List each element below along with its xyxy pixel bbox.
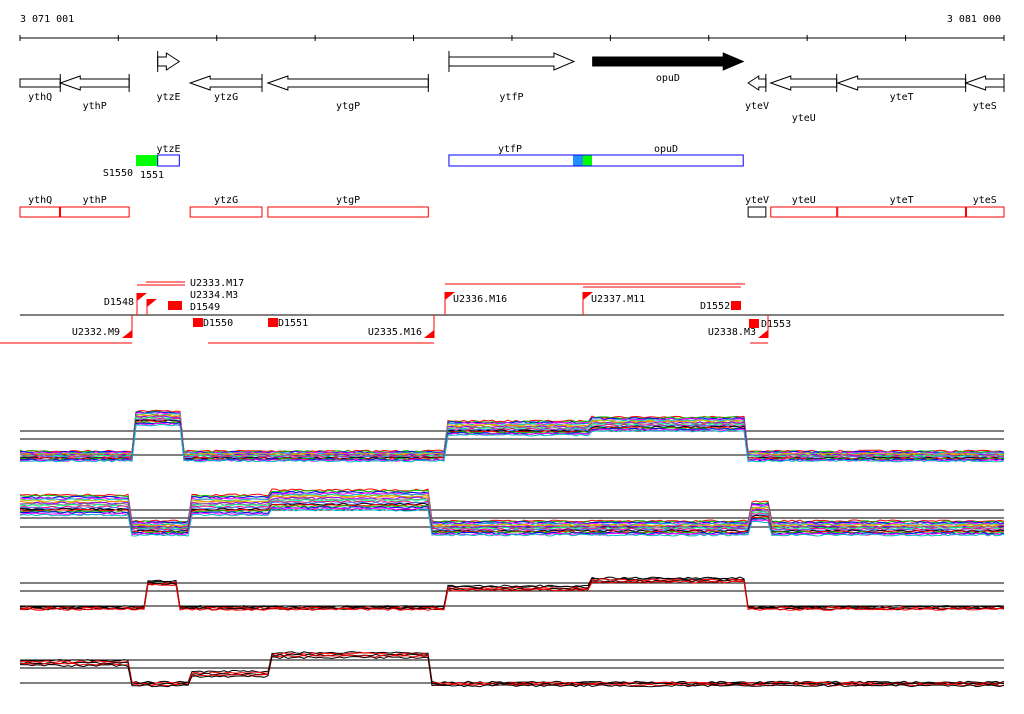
- terminator-label: D1550: [203, 318, 233, 329]
- terminator-site: [193, 318, 203, 327]
- gene-ytgP: [266, 75, 429, 91]
- gene-label: ytfP: [499, 92, 523, 103]
- terminator-label: D1548: [104, 297, 134, 308]
- gene-label: ytgP: [336, 101, 360, 112]
- transcript-yteV: [747, 206, 767, 218]
- upstream-site-flag: [137, 293, 147, 301]
- transcript-label: yteV: [745, 195, 769, 206]
- operon-start-marker: [136, 155, 158, 166]
- transcript-label: yteS: [973, 195, 997, 206]
- gene-label: opuD: [656, 73, 680, 84]
- downstream-site-flag: [758, 330, 768, 338]
- transcript-yteU: [770, 206, 838, 218]
- transcript-ythP: [59, 206, 130, 218]
- operon-marker-green: [583, 155, 592, 166]
- transcript-ytzG: [189, 206, 263, 218]
- downstream-site-label: U2338.M3: [708, 327, 756, 338]
- terminator-site: [172, 301, 182, 310]
- gene-track: ythQ ythP ytzE ytzG ytgP ytfP opuD yteV yteU yteT…: [19, 51, 1005, 124]
- profile-curve: [19, 504, 1005, 535]
- transcript-ythQ: [19, 206, 61, 218]
- terminator-label: D1551: [278, 318, 308, 329]
- upstream-site-label: U2333.M17: [190, 278, 244, 289]
- gene-ytfP: [448, 52, 576, 71]
- gene-ythP: [58, 75, 130, 91]
- gene-ythQ: [19, 78, 61, 88]
- profile-curve: [19, 578, 1005, 610]
- transcript-label: ytzG: [214, 195, 238, 206]
- upstream-site-label: U2336.M16: [453, 294, 507, 305]
- operon-label: opuD: [654, 144, 678, 155]
- profile-curve: [19, 651, 1005, 684]
- profile-curve: [19, 496, 1005, 529]
- axis-end-label: 3 081 000: [947, 14, 1001, 25]
- downstream-site-flag: [424, 330, 434, 338]
- transcript-ytgP: [267, 206, 429, 218]
- profile-curve: [19, 653, 1005, 686]
- terminator-label: D1553: [761, 319, 791, 330]
- gene-label: ythQ: [28, 92, 52, 103]
- upstream-site-flag: [445, 292, 455, 300]
- transcript-label: ythP: [83, 195, 107, 206]
- gene-label: yteV: [745, 101, 769, 112]
- gene-label: ytzG: [214, 92, 238, 103]
- terminator-site: [268, 318, 278, 327]
- coordinate-axis: 3 071 001 3 081 000: [19, 14, 1005, 41]
- expression-profile-tracks: [19, 409, 1005, 688]
- operon-ytfP: [448, 154, 744, 167]
- transcript-yteS: [965, 206, 1005, 218]
- gene-label: yteT: [890, 92, 914, 103]
- transcript-label: yteU: [792, 195, 816, 206]
- terminator-label: D1552: [700, 301, 730, 312]
- profile-curve: [19, 580, 1005, 611]
- downstream-site-label: U2335.M16: [368, 327, 422, 338]
- upstream-site-label: U2334.M3: [190, 290, 238, 301]
- gene-label: yteS: [973, 101, 997, 112]
- transcript-label: ythQ: [28, 195, 52, 206]
- profile-curve: [19, 499, 1005, 531]
- axis-start-label: 3 071 001: [20, 14, 74, 25]
- operon-label: ytfP: [498, 144, 522, 155]
- gene-label: ythP: [83, 101, 107, 112]
- gene-yteT: [836, 75, 967, 91]
- gene-opuD: [592, 52, 745, 71]
- transcript-label: ytgP: [336, 195, 360, 206]
- profile-curve: [19, 488, 1005, 523]
- profile-curve: [19, 495, 1005, 528]
- terminator-site: [731, 301, 741, 310]
- upstream-site-label: U2337.M11: [591, 294, 645, 305]
- transcript-label: yteT: [890, 195, 914, 206]
- terminator-site: [749, 319, 759, 328]
- operon-marker-blue: [573, 155, 583, 166]
- profile-curve: [19, 490, 1005, 525]
- transcript-track: ythQ ythP ytzG ytgP yteV yteU yteT yteS: [19, 195, 1005, 218]
- profile-curve: [19, 423, 1005, 463]
- profile-curve: [19, 508, 1005, 537]
- gene-label: yteU: [792, 113, 816, 124]
- operon-site-label: S1550: [103, 168, 133, 179]
- operon-label: ytzE: [156, 144, 180, 155]
- profile-curve: [19, 655, 1005, 688]
- gene-yteV: [747, 75, 767, 91]
- gene-ytzE: [157, 52, 181, 71]
- operon-track: ytzE S1550 1551 ytfP opuD: [103, 144, 744, 181]
- terminator-label: D1549: [190, 302, 220, 313]
- operon-ytzE: [157, 154, 180, 167]
- upstream-site-flag: [583, 292, 593, 300]
- gene-ytzG: [188, 75, 263, 91]
- downstream-site-label: U2332.M9: [72, 327, 120, 338]
- profile-curve: [19, 500, 1005, 531]
- gene-label: ytzE: [156, 92, 180, 103]
- transcript-yteT: [837, 206, 967, 218]
- operon-site-label: 1551: [140, 170, 164, 181]
- gene-yteS: [964, 75, 1005, 91]
- downstream-site-flag: [122, 330, 132, 338]
- gene-yteU: [769, 75, 838, 91]
- upstream-site-flag: [147, 299, 157, 307]
